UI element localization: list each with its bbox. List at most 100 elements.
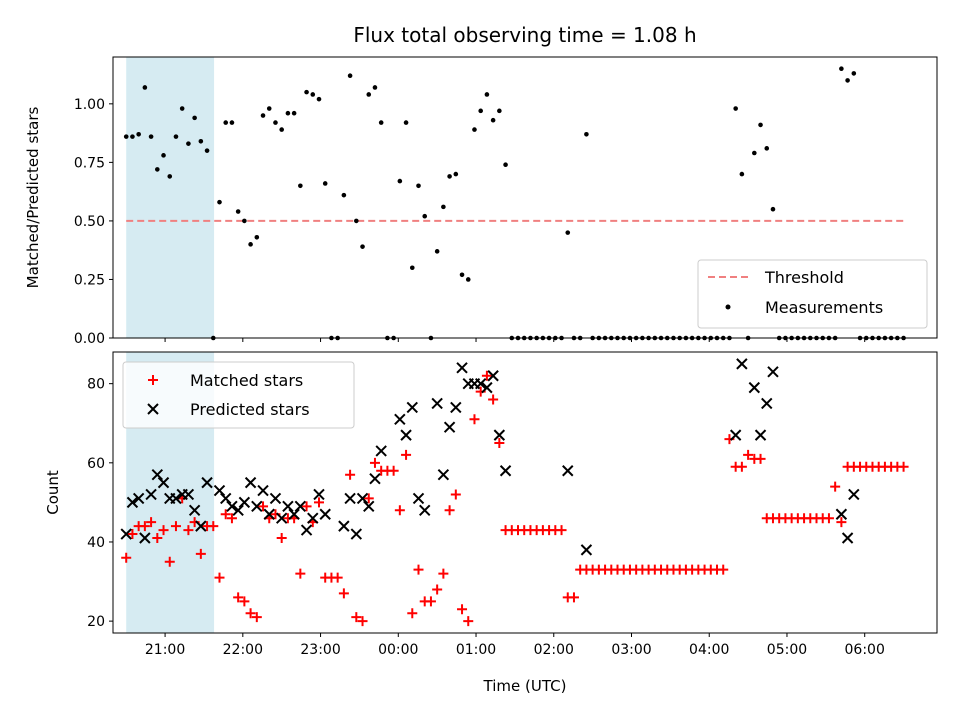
matched-star-point [718, 564, 729, 575]
x-tick-label: 05:00 [767, 642, 807, 658]
top-y-tick-label: 0.75 [74, 155, 105, 171]
matched-star-point [369, 457, 380, 468]
measurement-point [770, 206, 776, 212]
matched-star-point [214, 572, 225, 583]
matched-star-point [220, 509, 231, 520]
legend-matched-label: Matched stars [190, 371, 303, 390]
bottom-y-ticks: 20 40 60 80 [87, 377, 113, 630]
legend-matched-marker [148, 375, 158, 385]
measurement-point [403, 120, 409, 125]
predicted-star-point [126, 496, 139, 509]
measurement-point [472, 127, 477, 132]
matched-star-point [413, 564, 424, 575]
top-y-tick-label: 1.00 [74, 97, 105, 113]
measurement-point [322, 181, 328, 186]
predicted-star-point [238, 496, 251, 509]
predicted-star-point [251, 500, 263, 513]
measurement-point [839, 66, 844, 72]
measurement-point [155, 167, 160, 172]
matched-star-point [394, 505, 405, 516]
measurement-point [453, 171, 459, 177]
matched-star-point [170, 521, 181, 532]
matched-star-point [351, 612, 362, 623]
measurement-point [136, 131, 141, 137]
matched-star-point [314, 497, 324, 508]
matched-star-point [251, 612, 262, 623]
measurement-point [366, 92, 372, 97]
measurement-point [192, 115, 197, 121]
matched-star-point [556, 525, 567, 536]
matched-star-point [481, 370, 492, 381]
matched-star-point [407, 608, 418, 619]
predicted-star-point [419, 504, 431, 517]
predicted-star-point [562, 465, 574, 477]
predicted-star-point [120, 528, 132, 540]
bottom-y-tick-label: 60 [87, 456, 105, 472]
matched-star-point [208, 521, 219, 532]
measurement-point [167, 174, 173, 179]
measurement-point [503, 162, 508, 168]
predicted-star-point [350, 528, 363, 540]
measurement-point [372, 85, 378, 90]
predicted-star-point [456, 362, 468, 374]
measurement-point [266, 106, 272, 111]
predicted-star-point [400, 429, 412, 441]
x-tick-label: 21:00 [145, 642, 185, 658]
measurement-point [851, 71, 857, 76]
x-tick-label: 02:00 [534, 642, 574, 658]
predicted-star-point [220, 492, 232, 505]
predicted-star-point [188, 504, 201, 517]
predicted-star-point [344, 492, 356, 505]
matched-star-point [345, 469, 356, 480]
measurement-point [217, 199, 222, 205]
measurement-point [465, 277, 471, 282]
measurement-point [347, 73, 353, 79]
bottom-legend: Matched stars Predicted stars [122, 361, 355, 429]
predicted-star-point [356, 492, 369, 505]
matched-star-point [146, 517, 157, 528]
measurement-point [279, 127, 284, 132]
predicted-star-point [394, 413, 406, 425]
matched-star-point [226, 513, 237, 524]
measurement-point [739, 171, 745, 177]
top-legend: Threshold Measurements [697, 259, 928, 329]
predicted-star-point [282, 500, 294, 513]
measurement-point [161, 153, 166, 158]
matched-star-point [457, 604, 468, 615]
predicted-star-point [313, 488, 325, 501]
matched-star-point [258, 501, 269, 512]
x-tick-label: 23:00 [300, 642, 340, 658]
measurement-point [434, 249, 440, 254]
predicted-star-point [170, 492, 182, 505]
predicted-star-point [132, 492, 145, 505]
predicted-star-point [244, 476, 257, 489]
measurement-point [254, 235, 260, 240]
matched-star-point [488, 394, 499, 405]
predicted-star-point [848, 488, 860, 501]
legend-threshold-label: Threshold [764, 268, 844, 287]
predicted-star-point [157, 476, 170, 489]
predicted-star-point [754, 429, 767, 441]
predicted-star-point [406, 401, 418, 414]
top-y-tick-label: 0.25 [74, 272, 105, 288]
measurement-point [310, 92, 316, 97]
measurement-point [130, 134, 135, 139]
matched-star-point [823, 513, 834, 524]
measurement-point [273, 120, 278, 125]
matched-star-point [438, 568, 449, 579]
measurement-point [341, 192, 347, 198]
legend-measurements-swatch [725, 304, 731, 310]
predicted-star-point [151, 468, 164, 481]
predicted-star-point [145, 488, 157, 501]
bottom-panel: 20 40 60 80 21:00 22:00 23:00 00:00 01:00 02:00 0… [44, 351, 938, 695]
matched-star-point [388, 465, 399, 476]
measurement-point [260, 113, 266, 118]
x-tick-label: 04:00 [689, 642, 729, 658]
matched-star-point [183, 525, 194, 536]
measurement-point [285, 110, 291, 116]
predicted-star-point [232, 504, 244, 517]
predicted-star-point [499, 465, 512, 477]
bottom-axes-frame [112, 351, 938, 634]
measurement-point [845, 78, 850, 83]
